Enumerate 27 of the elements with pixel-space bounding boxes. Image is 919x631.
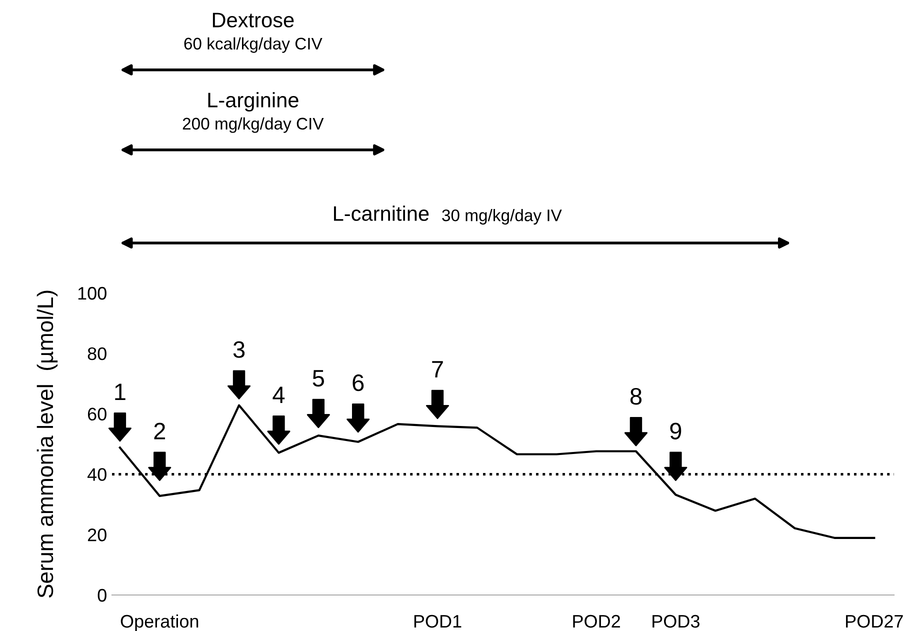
x-tick-label: POD3 xyxy=(652,614,700,628)
y-tick-label: 20 xyxy=(88,528,106,542)
x-tick-label: Operation xyxy=(120,614,198,631)
annotation: 8 xyxy=(630,388,642,405)
y-tick-label: 0 xyxy=(98,588,106,602)
y-tick-label: 80 xyxy=(88,347,106,360)
x-tick-label: POD2 xyxy=(573,614,620,628)
y-tick-label: 40 xyxy=(87,468,106,481)
annotation: 5 xyxy=(312,370,324,387)
text: 60 kcal/kg/day CIV xyxy=(184,37,322,53)
text: L-carnitine xyxy=(334,206,429,221)
y-axis-title: Serum ammonia level (µmol/L) xyxy=(36,290,58,598)
x-tick-label: POD1 xyxy=(414,614,462,628)
x-tick-label: POD27 xyxy=(846,614,903,628)
text: 200 mg/kg/day CIV xyxy=(182,117,324,133)
annotation: 9 xyxy=(670,422,682,440)
annotation: 3 xyxy=(233,341,245,358)
annotation: 7 xyxy=(432,361,443,378)
y-tick-label: 100 xyxy=(78,286,106,300)
annotation: 4 xyxy=(272,386,285,403)
annotation: 6 xyxy=(352,374,364,392)
y-tick-label: 60 xyxy=(88,408,106,421)
text: L-arginine xyxy=(208,92,298,112)
text: 30 mg/kg/day IV xyxy=(442,209,562,225)
text: Dextrose xyxy=(212,12,294,28)
annotation: 2 xyxy=(154,422,166,440)
annotation: 1 xyxy=(115,384,126,400)
